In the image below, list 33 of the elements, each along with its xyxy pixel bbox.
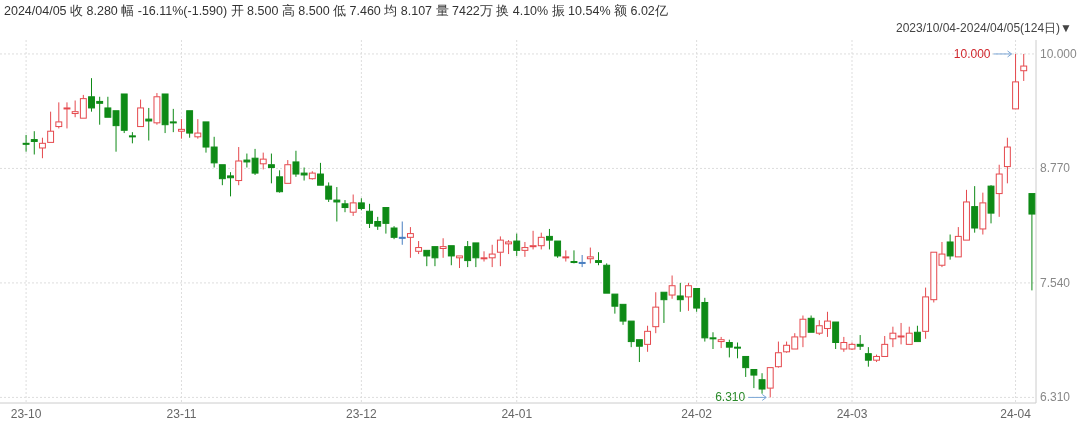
candlestick	[267, 153, 275, 184]
candlestick	[946, 234, 954, 261]
x-tick-label: 24-02	[681, 407, 713, 421]
x-tick-label: 24-04	[1000, 407, 1032, 421]
y-tick-label: 7.540	[1040, 275, 1071, 290]
x-tick-label: 23-11	[166, 407, 197, 421]
candlestick	[668, 274, 676, 300]
x-tick-label: 23-10	[10, 407, 42, 421]
candlestick	[341, 199, 349, 213]
candlestick	[145, 107, 153, 142]
x-tick-label: 23-12	[346, 407, 378, 421]
candlestick	[774, 341, 782, 368]
candlestick	[1020, 53, 1028, 82]
x-tick-label: 24-03	[836, 407, 868, 421]
y-tick-label: 10.000	[1040, 46, 1078, 61]
y-tick-label: 8.770	[1040, 161, 1071, 176]
candlestick	[22, 134, 30, 153]
candlestick	[30, 130, 38, 155]
x-tick-label: 24-01	[501, 407, 533, 421]
candlestick	[390, 225, 398, 240]
candlestick	[676, 282, 684, 313]
chart-subtitle: 2023/10/04-2024/04/05(124日)▼	[895, 21, 1072, 35]
candlestick	[194, 118, 202, 140]
candlestick	[153, 92, 161, 126]
candlestick	[439, 237, 447, 259]
chart-title: 2024/04/05 收 8.280 幅 -16.11%(-1.590) 开 8.500 高 8.500 低 7.460 均 8.107 量 7422万 换 4.10% 振 10.54% 额 6.02亿	[4, 3, 668, 18]
candlestick	[178, 118, 185, 140]
y-tick-label: 6.310	[1040, 390, 1071, 405]
candlestick	[521, 241, 529, 258]
candlestick	[758, 372, 766, 395]
annotation: 6.310	[715, 390, 746, 405]
candlestick	[63, 101, 71, 129]
annotation: 10.000	[953, 46, 991, 61]
